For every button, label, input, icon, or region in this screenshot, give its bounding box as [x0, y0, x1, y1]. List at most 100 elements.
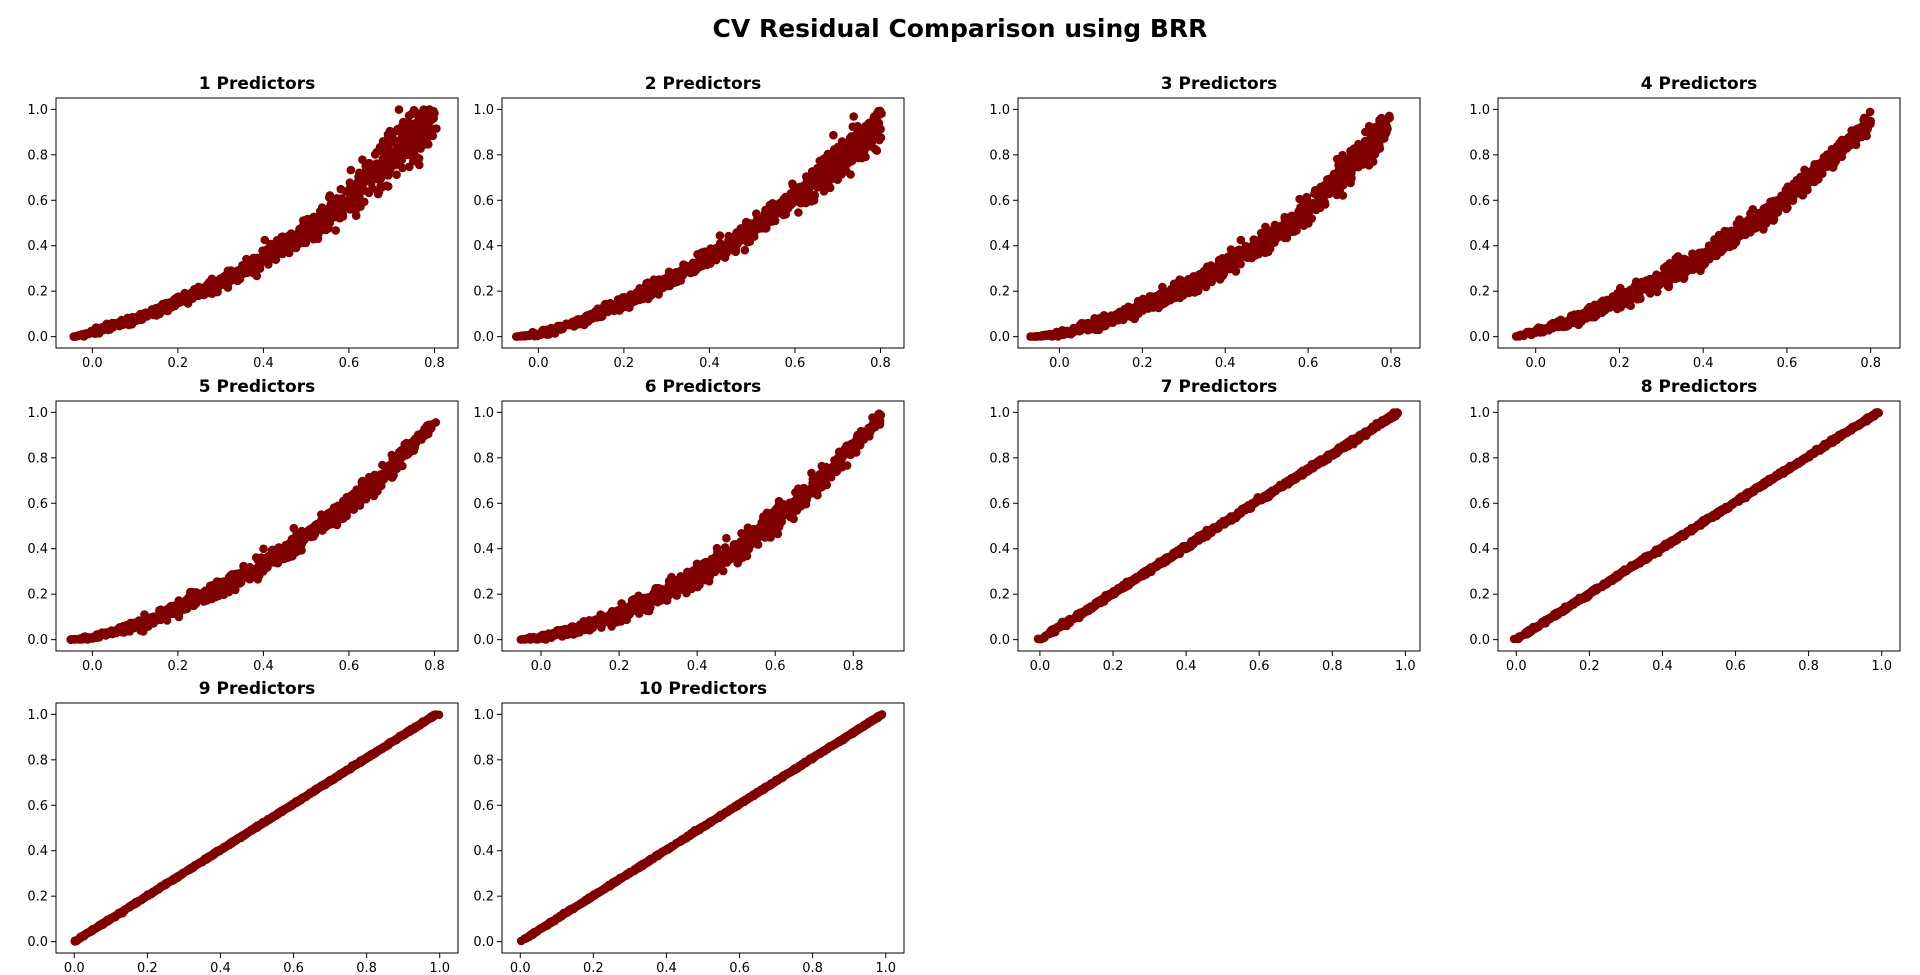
scatter-points — [66, 418, 441, 644]
y-tick-label: 0.2 — [473, 285, 494, 300]
data-point — [296, 539, 306, 549]
data-point — [676, 276, 685, 285]
data-point — [795, 182, 805, 192]
data-point — [318, 516, 327, 526]
data-point — [760, 208, 770, 218]
data-point — [243, 564, 252, 574]
data-point — [517, 331, 526, 341]
x-tick-label: 0.8 — [1860, 356, 1881, 371]
x-tick-label: 0.0 — [528, 356, 549, 371]
data-point — [288, 242, 297, 252]
data-point — [1259, 240, 1269, 249]
data-point — [71, 332, 81, 341]
y-tick-label: 0.8 — [473, 148, 494, 163]
data-point — [1705, 246, 1714, 255]
data-point — [619, 296, 628, 306]
x-tick-label: 0.4 — [1215, 356, 1236, 371]
y-tick-label: 0.6 — [27, 194, 48, 209]
data-point — [422, 424, 431, 433]
data-point — [1047, 332, 1057, 341]
x-tick-label: 0.6 — [1777, 356, 1798, 371]
data-point — [1218, 253, 1227, 263]
data-point — [1766, 212, 1776, 222]
data-point — [1308, 203, 1318, 212]
y-tick-label: 0.4 — [989, 239, 1010, 254]
data-point — [1158, 282, 1167, 292]
data-point — [794, 208, 803, 217]
data-point — [393, 455, 403, 465]
data-point — [189, 594, 198, 604]
data-point — [401, 450, 411, 460]
data-point — [66, 635, 76, 644]
y-tick-label: 0.6 — [27, 497, 48, 512]
data-point — [1589, 305, 1599, 314]
data-point — [872, 126, 882, 136]
data-point — [1752, 222, 1762, 232]
data-point — [219, 590, 229, 599]
data-point — [236, 578, 246, 587]
data-point — [373, 189, 383, 199]
data-point — [231, 270, 241, 280]
data-point — [1538, 327, 1548, 336]
scatter-points — [1026, 111, 1394, 341]
data-point — [373, 476, 383, 486]
x-tick-label: 0.2 — [1609, 356, 1630, 371]
x-tick-label: 0.8 — [870, 356, 891, 371]
x-tick-label: 0.0 — [1049, 356, 1070, 371]
data-point — [1865, 107, 1875, 117]
data-point — [1726, 233, 1735, 243]
data-point — [325, 191, 335, 200]
data-point — [1383, 114, 1393, 124]
data-point — [411, 129, 421, 139]
data-point — [316, 219, 325, 228]
data-point — [637, 289, 647, 298]
x-tick-label: 0.6 — [339, 659, 360, 674]
data-point — [1261, 222, 1270, 232]
y-tick-label: 1.0 — [27, 103, 48, 118]
data-point — [1673, 252, 1683, 261]
data-point — [1236, 250, 1245, 259]
data-point — [297, 526, 307, 536]
data-point — [1364, 121, 1374, 131]
data-point — [676, 266, 686, 275]
data-point — [337, 194, 347, 203]
data-point — [125, 627, 134, 636]
data-point — [1831, 156, 1841, 165]
data-point — [592, 312, 602, 322]
data-point — [306, 228, 316, 238]
y-tick-label: 1.0 — [27, 406, 48, 421]
data-point — [867, 142, 876, 151]
data-point — [776, 208, 785, 218]
data-point — [1768, 200, 1777, 210]
data-point — [1631, 277, 1641, 287]
y-tick-label: 0.8 — [989, 148, 1010, 163]
data-point — [127, 618, 137, 628]
data-point — [595, 305, 605, 314]
data-point — [586, 313, 595, 323]
data-point — [1633, 287, 1643, 297]
data-point — [298, 238, 308, 247]
x-tick-label: 0.0 — [1525, 356, 1546, 371]
data-point — [1787, 188, 1797, 198]
data-point — [76, 634, 85, 643]
data-point — [571, 317, 581, 327]
axes-frame — [1017, 97, 1421, 349]
x-tick-label: 0.8 — [424, 659, 445, 674]
data-point — [382, 181, 392, 190]
data-point — [1285, 219, 1295, 229]
data-point — [84, 633, 94, 643]
data-point — [400, 150, 410, 159]
data-point — [1330, 174, 1339, 183]
data-point — [1860, 120, 1870, 130]
data-point — [1739, 228, 1748, 237]
data-point — [682, 261, 692, 271]
data-point — [1136, 299, 1146, 308]
data-point — [667, 272, 677, 281]
data-point — [415, 137, 424, 147]
data-point — [704, 251, 713, 260]
data-point — [1661, 270, 1670, 280]
data-point — [331, 207, 341, 217]
